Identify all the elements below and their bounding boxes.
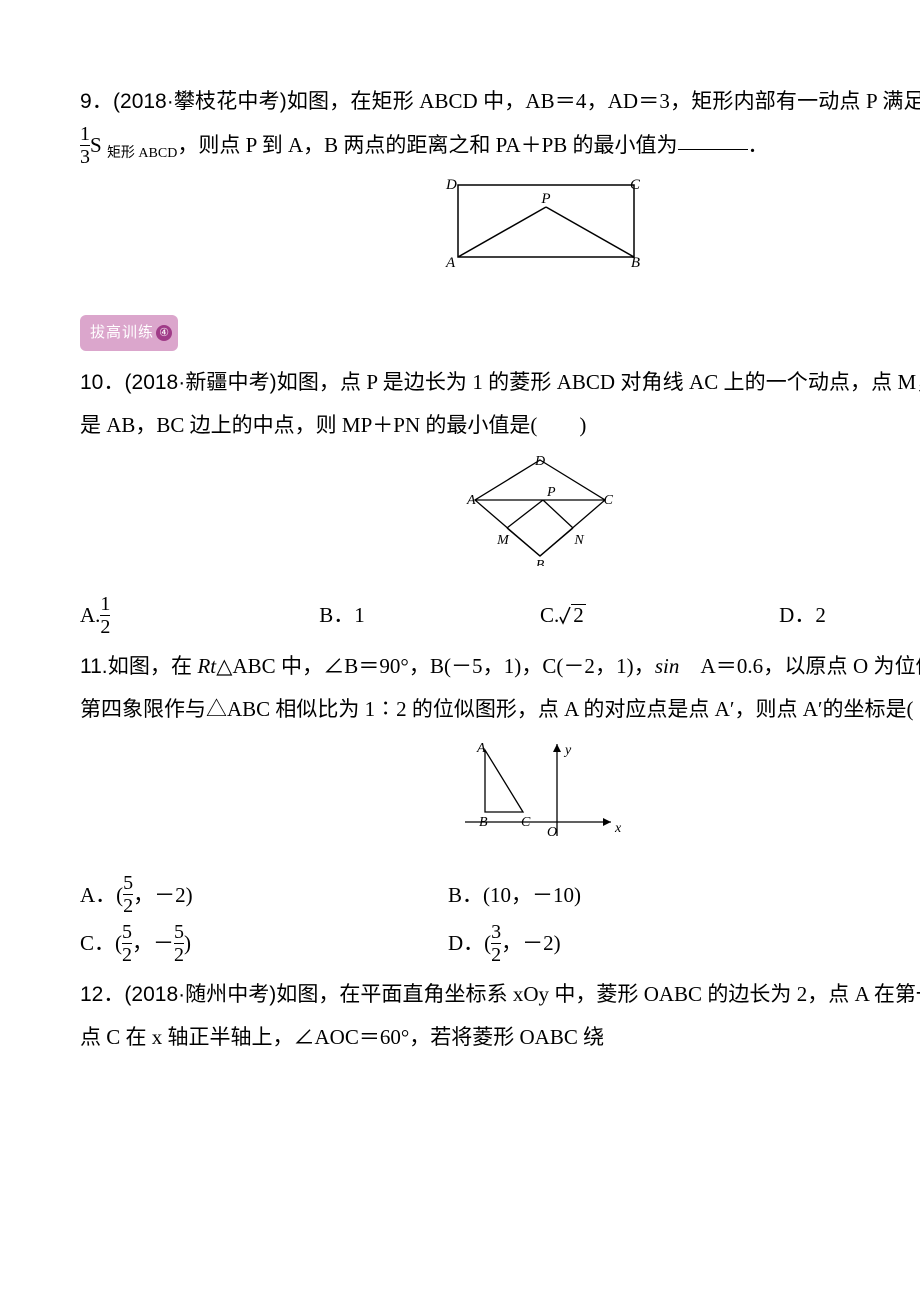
svg-text:O: O [547,825,557,840]
q10-optB: B．1 [319,594,540,639]
q12-src: (2018·随州中考) [124,983,276,1006]
svg-text:A: A [445,255,456,269]
badge-circle: ④ [156,325,172,341]
svg-text:C: C [604,493,614,508]
q11-rt: Rt [197,654,216,678]
q9-num: 9． [80,90,113,113]
svg-text:D: D [445,179,457,193]
question-11: 11.如图，在 Rt△ABC 中，∠B＝90°，B(－5，1)，C(－2，1)，… [80,645,920,730]
question-10: 10．(2018·新疆中考)如图，点 P 是边长为 1 的菱形 ABCD 对角线… [80,361,920,446]
q9-figure: D C A B P [80,179,920,283]
q9-text-pre: 如图，在矩形 ABCD 中，AB＝4，AD＝3，矩形内部有一动点 P 满足 S [287,89,920,113]
q11-optD: D．(32，－2) [448,922,920,967]
svg-text:D: D [534,456,545,469]
q10-figure: D A C B P M N [80,456,920,580]
svg-text:A: A [476,741,486,756]
q11-mid1: △ABC 中，∠B＝90°，B(－5，1)，C(－2，1)， [216,654,655,678]
q9-sub2: 矩形 ABCD [107,146,177,161]
q10-optA: A.12 [80,594,319,639]
q10-optD: D．2 [779,594,920,639]
svg-text:C: C [521,815,531,830]
svg-text:P: P [540,191,550,207]
q9-blank [678,128,748,150]
q11-optB: B．(10，－10) [448,874,920,919]
svg-text:B: B [536,558,545,566]
svg-text:M: M [496,533,510,548]
q11-num: 11. [80,655,108,678]
svg-text:B: B [631,255,640,269]
section-badge: 拔高训练④ [80,297,920,361]
svg-text:C: C [630,179,640,193]
q9-frac: 13 [80,124,90,167]
q9-text-post: ，则点 P 到 A，B 两点的距离之和 PA＋PB 的最小值为 [177,133,677,157]
q11-figure: A B C O x y [80,740,920,860]
q10-options: A.12 B．1 C.2 D．2 [80,594,920,639]
question-12: 12．(2018·随州中考)如图，在平面直角坐标系 xOy 中，菱形 OABC … [80,973,920,1058]
q9-tail: ． [748,133,769,157]
q12-num: 12． [80,983,124,1006]
q9-src: (2018·攀枝花中考) [113,90,287,113]
q11-optC: C．(52，－52) [80,922,448,967]
svg-text:P: P [546,485,556,500]
svg-text:B: B [479,815,488,830]
q11-sin: sin [655,654,680,678]
q11-pre: 如图，在 [108,654,198,678]
svg-text:N: N [573,533,584,548]
q11-options: A．(52，－2) B．(10，－10) C．(52，－52) D．(32，－2… [80,874,920,967]
svg-text:y: y [563,743,572,758]
question-9: 9．(2018·攀枝花中考)如图，在矩形 ABCD 中，AB＝4，AD＝3，矩形… [80,80,920,169]
q10-optC: C.2 [540,594,779,639]
q11-optA: A．(52，－2) [80,874,448,919]
svg-text:x: x [614,821,622,836]
q9-post-sub-pre: S [90,133,107,157]
q10-num: 10． [80,371,125,394]
q10-src: (2018·新疆中考) [125,371,277,394]
svg-text:A: A [466,493,476,508]
badge-text: 拔高训练 [90,325,154,341]
